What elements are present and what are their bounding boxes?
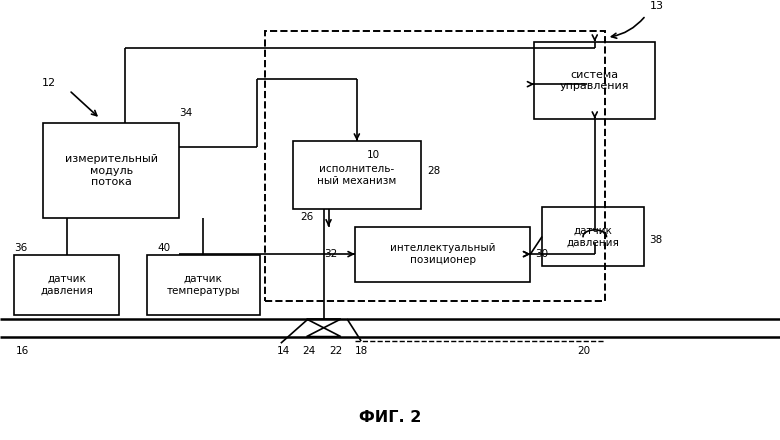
FancyBboxPatch shape bbox=[542, 207, 643, 266]
Text: 32: 32 bbox=[324, 249, 337, 260]
Text: датчик
давления: датчик давления bbox=[566, 226, 619, 247]
Text: 36: 36 bbox=[14, 243, 27, 253]
Text: 26: 26 bbox=[300, 212, 314, 222]
Text: исполнитель-
ный механизм: исполнитель- ный механизм bbox=[317, 164, 396, 186]
Text: датчик
температуры: датчик температуры bbox=[166, 274, 240, 296]
Text: 10: 10 bbox=[367, 150, 380, 161]
Text: 22: 22 bbox=[329, 346, 342, 356]
Text: 12: 12 bbox=[42, 78, 56, 88]
Text: интеллектуальный
позиционер: интеллектуальный позиционер bbox=[390, 243, 495, 265]
Text: измерительный
модуль
потока: измерительный модуль потока bbox=[65, 154, 158, 187]
Text: 20: 20 bbox=[577, 346, 590, 356]
FancyBboxPatch shape bbox=[147, 255, 260, 315]
Text: 16: 16 bbox=[16, 346, 29, 356]
Text: 24: 24 bbox=[303, 346, 316, 356]
Text: система
управления: система управления bbox=[560, 70, 629, 91]
Text: 30: 30 bbox=[535, 249, 548, 260]
Polygon shape bbox=[307, 319, 341, 328]
Text: 38: 38 bbox=[649, 235, 662, 245]
FancyBboxPatch shape bbox=[292, 141, 421, 209]
FancyBboxPatch shape bbox=[14, 255, 119, 315]
Text: 28: 28 bbox=[427, 166, 441, 176]
Text: 13: 13 bbox=[650, 1, 664, 11]
Text: 18: 18 bbox=[355, 346, 368, 356]
FancyBboxPatch shape bbox=[534, 42, 655, 119]
Text: 34: 34 bbox=[179, 108, 193, 118]
FancyBboxPatch shape bbox=[355, 227, 530, 282]
Text: 14: 14 bbox=[277, 346, 290, 356]
Text: ФИГ. 2: ФИГ. 2 bbox=[359, 410, 421, 425]
Polygon shape bbox=[307, 328, 341, 337]
Text: 40: 40 bbox=[158, 243, 171, 253]
FancyBboxPatch shape bbox=[43, 123, 179, 218]
Text: датчик
давления: датчик давления bbox=[41, 274, 93, 296]
